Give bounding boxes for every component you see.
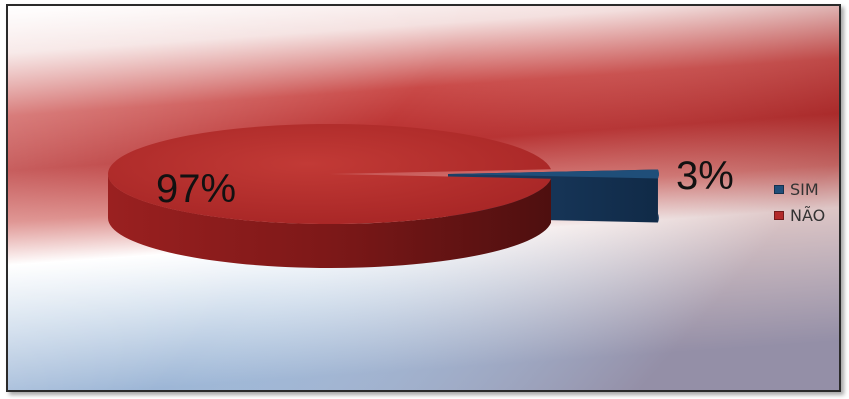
slice-nao [108, 123, 552, 224]
slice-nao-side [107, 174, 552, 269]
chart-frame: 97% 3% SIM NÃO [6, 4, 841, 392]
legend-swatch-nao [774, 210, 784, 220]
data-label-sim: 3% [676, 154, 734, 198]
legend-item-sim: SIM [774, 176, 825, 202]
legend-swatch-sim [774, 184, 784, 194]
legend-item-nao: NÃO [774, 202, 825, 228]
legend-label-nao: NÃO [790, 205, 826, 225]
slice-sim [448, 169, 659, 179]
data-label-nao: 97% [156, 167, 237, 211]
legend-label-sim: SIM [790, 179, 819, 199]
pie-slices [107, 123, 659, 269]
legend: SIM NÃO [774, 176, 825, 228]
pie-chart [8, 6, 839, 390]
